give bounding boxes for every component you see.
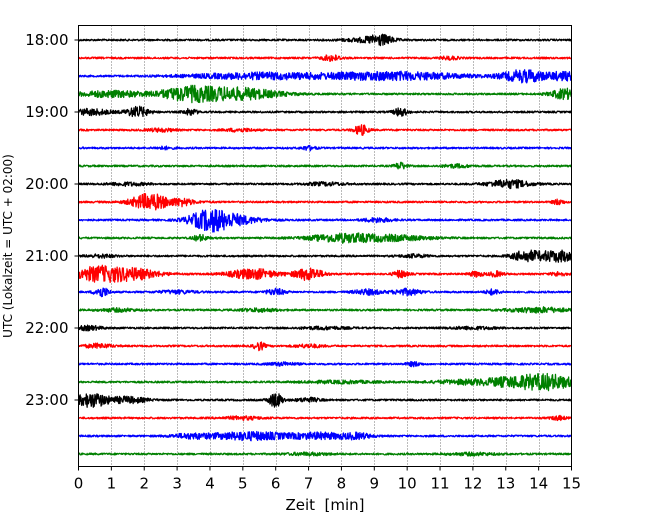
trace-1845: [77, 84, 573, 104]
x-tick-label: 9: [370, 475, 380, 493]
trace-2100: [77, 249, 573, 263]
trace-2030: [77, 209, 573, 233]
y-tick-label: 22:00: [25, 319, 68, 337]
x-tick-label: 4: [205, 475, 215, 493]
trace-1900: [77, 105, 573, 118]
y-tick-label: 23:00: [25, 391, 68, 409]
trace-1800: [77, 33, 572, 47]
x-tick-label: 10: [398, 475, 417, 493]
trace-2245: [77, 372, 573, 392]
trace-2330: [77, 430, 572, 442]
x-tick-label: 7: [304, 475, 314, 493]
x-tick-label: 12: [463, 475, 482, 493]
x-tick-label: 14: [529, 475, 548, 493]
x-tick-label: 8: [337, 475, 347, 493]
x-tick-label: 13: [496, 475, 515, 493]
trace-1930: [78, 144, 572, 152]
trace-1915: [78, 124, 572, 136]
x-tick-label: 0: [74, 475, 84, 493]
trace-1830: [78, 69, 573, 84]
trace-2045: [77, 232, 573, 244]
trace-1815: [77, 54, 573, 62]
trace-2345: [78, 451, 572, 457]
trace-2215: [78, 341, 573, 352]
seismic-traces: [77, 33, 573, 457]
x-tick-label: 6: [271, 475, 281, 493]
trace-2315: [77, 414, 572, 422]
y-tick-label: 20:00: [25, 175, 68, 193]
plot-frame: [78, 25, 572, 467]
y-axis-label: UTC (Lokalzeit = UTC + 02:00): [1, 154, 15, 338]
x-tick-label: 15: [562, 475, 581, 493]
trace-2000: [77, 178, 572, 190]
y-tick-label: 19:00: [25, 103, 68, 121]
y-tick-label: 18:00: [25, 31, 68, 49]
trace-2130: [77, 287, 573, 298]
trace-2015: [77, 192, 573, 211]
x-tick-label: 3: [172, 475, 182, 493]
trace-2145: [78, 306, 572, 314]
x-tick-label: 2: [139, 475, 149, 493]
trace-2200: [77, 324, 572, 332]
x-tick-label: 1: [107, 475, 117, 493]
x-tick-label: 5: [238, 475, 248, 493]
trace-2115: [77, 264, 573, 284]
y-tick-label: 21:00: [25, 247, 68, 265]
x-tick-label: 11: [430, 475, 449, 493]
y-axis: 18:00 19:00 20:00 21:00 22:00 23:00: [25, 31, 79, 409]
trace-1945: [77, 161, 572, 170]
trace-2300: [77, 393, 573, 408]
x-axis: 0 1 2 3 4 5 6 7 8 9 10 11 12 13 14 15: [74, 466, 581, 493]
x-axis-label: Zeit [min]: [285, 496, 364, 514]
trace-2230: [77, 360, 573, 368]
